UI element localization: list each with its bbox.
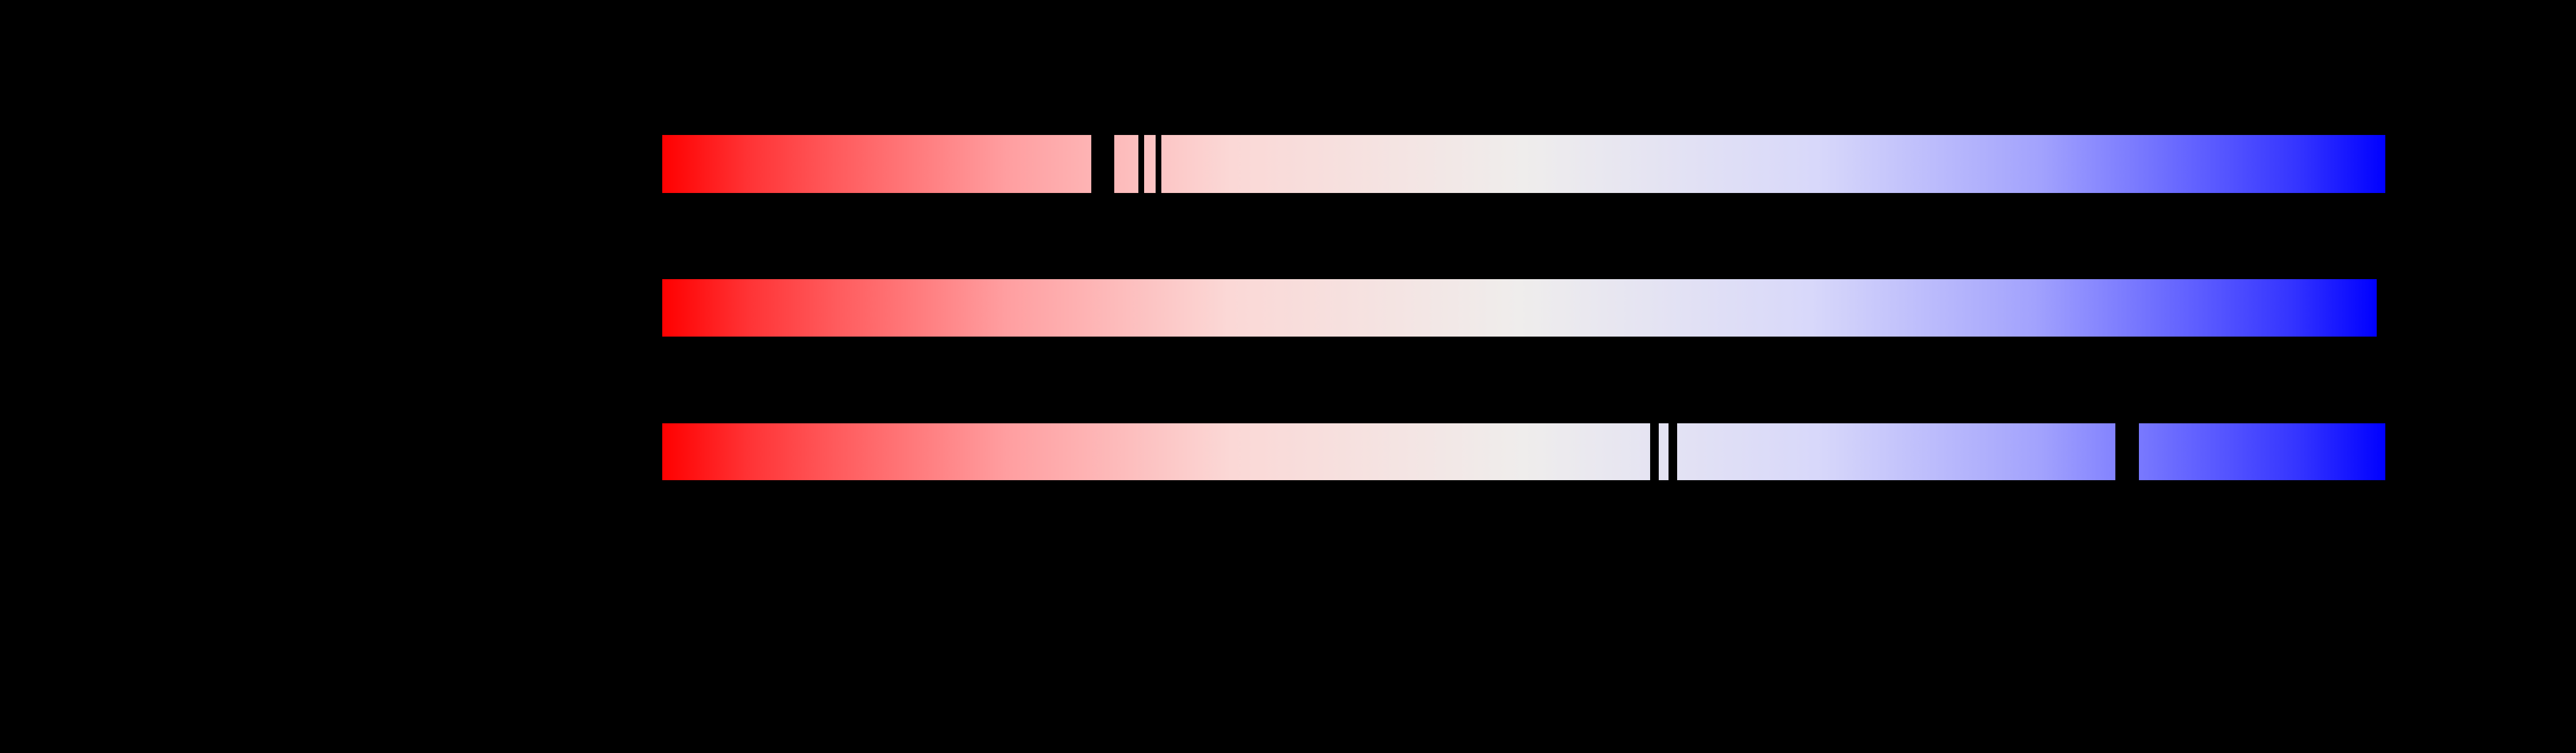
gradient-strip-2 <box>662 279 2377 337</box>
value-marker <box>1091 135 1114 193</box>
gradient-strip-1 <box>662 135 2385 193</box>
gradient-strip-3 <box>662 423 2385 480</box>
value-marker <box>1669 423 1677 480</box>
value-marker <box>1155 135 1161 193</box>
value-marker <box>1650 423 1659 480</box>
value-marker <box>2115 423 2139 480</box>
value-marker <box>1138 135 1144 193</box>
